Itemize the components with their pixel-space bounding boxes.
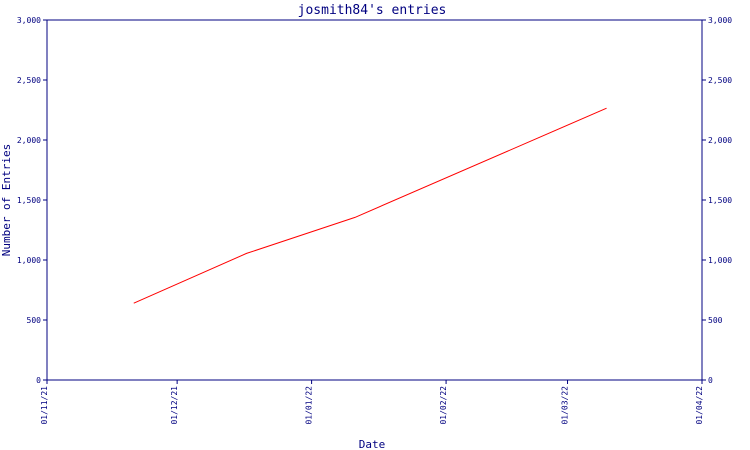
y-tick-label-left: 0 [36,376,41,385]
x-tick-label: 01/01/22 [305,386,314,425]
y-tick-label-left: 2,000 [17,136,41,145]
y-tick-label-right: 500 [708,316,723,325]
y-tick-label-left: 1,500 [17,196,41,205]
series-line [133,107,607,304]
axes [43,19,706,384]
y-tick-label-right: 1,000 [708,256,732,265]
series-layer [133,107,607,304]
x-tick-label: 01/02/22 [439,386,448,425]
x-tick-label: 01/11/21 [40,386,49,425]
y-tick-label-left: 2,500 [17,76,41,85]
y-tick-label-right: 3,000 [708,16,732,25]
y-tick-label-right: 2,000 [708,136,732,145]
y-tick-label-left: 1,000 [17,256,41,265]
x-tick-label: 01/03/22 [561,386,570,425]
x-tick-labels: 01/11/21 01/12/21 01/01/22 01/02/22 01/03/22… [40,386,704,425]
x-tick-label: 01/12/21 [170,386,179,425]
y-tick-label-left: 500 [27,316,42,325]
plot-frame [46,19,703,381]
y-tick-label-right: 0 [708,376,713,385]
y-tick-labels: 0 0 500 500 1,000 1,000 1,500 1,500 2,000 2,000 2,… [17,16,732,385]
chart-title: josmith84's entries [298,3,447,18]
y-tick-label-right: 2,500 [708,76,732,85]
x-axis-label: Date [359,438,386,450]
y-tick-label-left: 3,000 [17,16,41,25]
y-tick-label-right: 1,500 [708,196,732,205]
x-tick-label: 01/04/22 [695,386,704,425]
y-axis-label: Number of Entries [0,144,13,257]
